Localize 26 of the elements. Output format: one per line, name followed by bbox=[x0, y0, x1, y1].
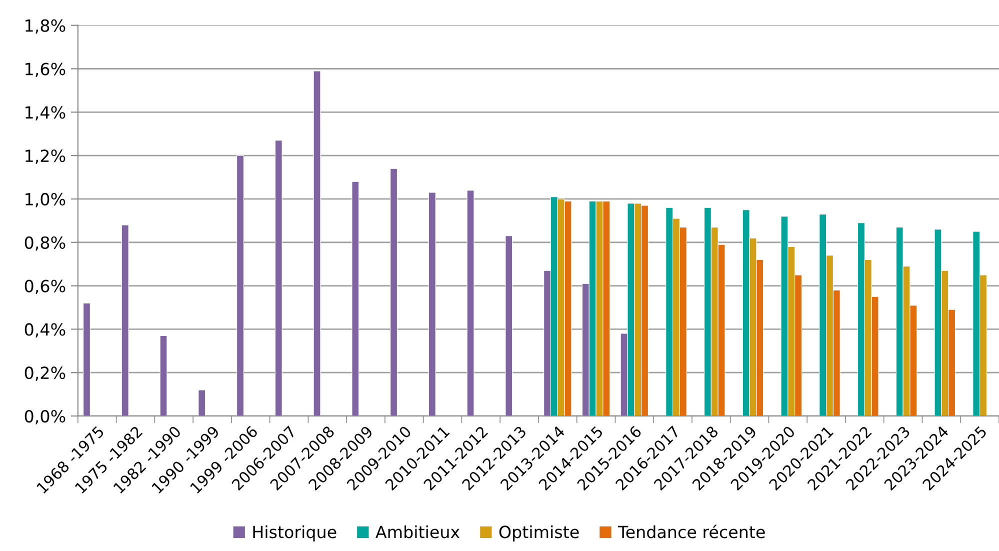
bar bbox=[121, 224, 129, 416]
y-tick-label: 0,2% bbox=[24, 366, 66, 381]
y-tick-label: 0,8% bbox=[24, 236, 66, 251]
bar bbox=[352, 181, 360, 416]
y-tick-label: 1,8% bbox=[26, 19, 66, 34]
bar bbox=[274, 140, 282, 416]
legend-label: Optimiste bbox=[499, 525, 579, 542]
bar bbox=[160, 335, 168, 416]
legend-label: Ambitieux bbox=[376, 525, 460, 538]
y-tick-label: 1,0% bbox=[26, 192, 66, 208]
bar bbox=[505, 236, 513, 416]
y-tick-label: 1,2% bbox=[26, 150, 66, 164]
bar bbox=[428, 192, 436, 416]
y-tick-label: 1,6% bbox=[26, 62, 66, 78]
y-tick-label: 0,6% bbox=[24, 280, 66, 294]
legend-label: Tendance récente bbox=[618, 524, 765, 538]
bar bbox=[313, 70, 321, 416]
bar bbox=[198, 390, 206, 416]
legend-label: Historique bbox=[253, 525, 336, 542]
bar bbox=[466, 190, 474, 416]
y-tick-label: 1,4% bbox=[26, 106, 66, 120]
bar bbox=[83, 302, 90, 416]
bar bbox=[236, 155, 244, 416]
bar bbox=[390, 168, 398, 416]
y-tick-label: 0,0% bbox=[24, 410, 66, 424]
y-tick-label: 0,4% bbox=[24, 323, 66, 338]
